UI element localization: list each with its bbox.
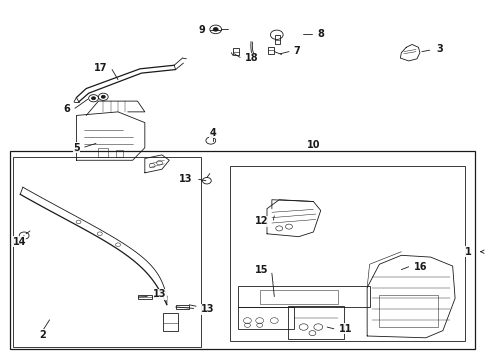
Bar [288, 306, 344, 338]
Text: 5: 5 [73, 143, 80, 153]
Text: 16: 16 [414, 262, 427, 272]
Text: 10: 10 [307, 140, 320, 150]
Bar [230, 166, 465, 341]
Text: 7: 7 [294, 46, 300, 56]
Bar [260, 290, 338, 304]
Bar [233, 48, 239, 55]
Text: 17: 17 [94, 63, 107, 73]
Bar [139, 295, 152, 299]
Bar [238, 286, 369, 307]
Bar [379, 295, 438, 327]
Text: 13: 13 [179, 174, 192, 184]
Text: 11: 11 [339, 324, 352, 334]
Bar [275, 36, 280, 44]
Bar [116, 149, 123, 157]
Text: 15: 15 [255, 265, 269, 275]
Circle shape [92, 97, 96, 100]
Bar [10, 151, 475, 348]
Text: 14: 14 [13, 237, 26, 247]
Text: 6: 6 [63, 104, 70, 114]
Text: 13: 13 [153, 289, 167, 299]
Text: 4: 4 [210, 128, 217, 138]
Bar [13, 157, 201, 347]
Bar [163, 313, 178, 330]
Text: 13: 13 [201, 304, 215, 314]
Bar [175, 305, 189, 309]
Text: 1: 1 [465, 247, 471, 257]
Bar [238, 307, 294, 329]
Circle shape [101, 95, 105, 98]
Bar [269, 46, 274, 54]
Text: 12: 12 [255, 216, 269, 226]
Bar [98, 148, 108, 157]
Text: 3: 3 [437, 44, 443, 54]
Text: 2: 2 [39, 330, 46, 340]
Text: 8: 8 [318, 29, 324, 39]
Text: 9: 9 [198, 25, 205, 35]
Circle shape [213, 28, 218, 31]
Text: 18: 18 [245, 53, 259, 63]
